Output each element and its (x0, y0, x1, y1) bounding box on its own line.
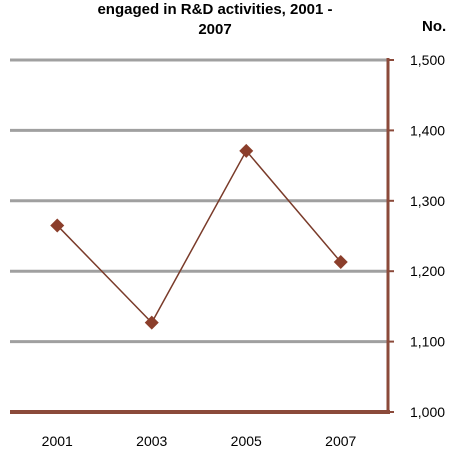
y-tick-label: 1,000 (410, 404, 445, 420)
x-tick-label: 2007 (325, 433, 356, 449)
x-axis-ticks: 2001 2003 2005 2007 (42, 433, 357, 449)
y-tick-label: 1,400 (410, 122, 445, 138)
axes (10, 58, 394, 412)
y-tick-label: 1,100 (410, 334, 445, 350)
y-tick-label: 1,300 (410, 193, 445, 209)
gridlines (10, 60, 388, 342)
x-tick-label: 2005 (231, 433, 262, 449)
x-tick-label: 2001 (42, 433, 73, 449)
y-axis-ticks: 1,000 1,100 1,200 1,300 1,400 1,500 (410, 52, 445, 420)
series-polyline (57, 151, 341, 323)
series-line (57, 151, 341, 323)
x-tick-label: 2003 (136, 433, 167, 449)
y-tick-label: 1,200 (410, 263, 445, 279)
y-tick-label: 1,500 (410, 52, 445, 68)
